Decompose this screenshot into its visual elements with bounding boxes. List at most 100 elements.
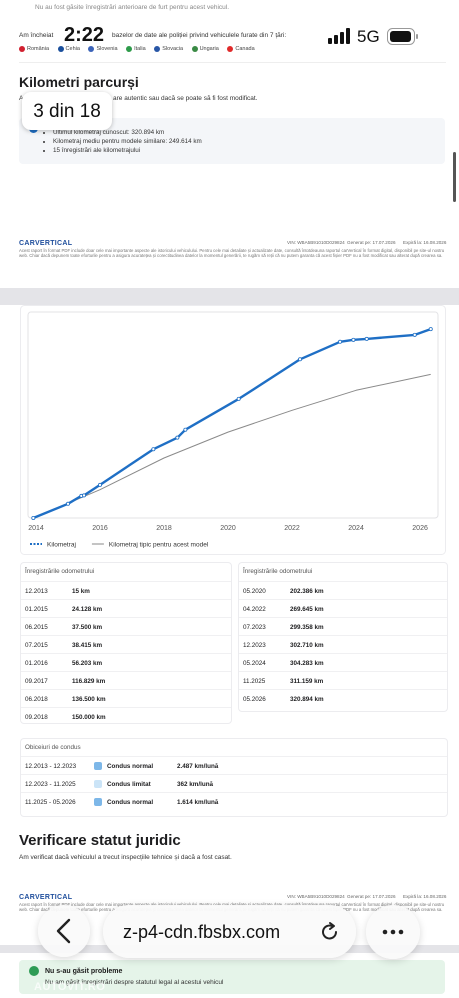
data-point: [175, 435, 180, 440]
data-point: [236, 396, 241, 401]
rate-cell: 1.614 km/lună: [177, 799, 219, 806]
data-point: [338, 339, 343, 344]
table-row: 06.2018 136.500 km: [21, 689, 231, 708]
data-point: [364, 336, 369, 341]
table-row: 12.2013 - 12.2023 Condus normal 2.487 km/l…: [21, 756, 447, 775]
table-title: Înregistrările odometrului: [25, 568, 95, 575]
summary-item: Kilometraj mediu pentru modele similare:…: [53, 137, 202, 146]
table-row: 01.2015 24.128 km: [21, 599, 231, 618]
status-text: Nu am găsit înregistrări despre statutul…: [45, 979, 224, 986]
section-intro: are autentic sau dacă se poate să fi fos…: [113, 95, 258, 102]
mileage-cell: 37.500 km: [72, 624, 103, 631]
table-row: 05.2020 202.386 km: [239, 581, 447, 600]
mileage-cell: 320.894 km: [290, 696, 324, 703]
section-title: Kilometri parcurși: [19, 74, 139, 90]
pdf-page: Nu au fost găsite înregistrări anterioar…: [0, 0, 459, 288]
plot-area: [27, 311, 439, 519]
date-cell: 12.2013: [25, 588, 48, 595]
date-cell: 05.2024: [243, 660, 266, 667]
legend-label: Kilometraj: [47, 542, 76, 549]
table-title: Obiceiuri de condus: [25, 744, 81, 751]
country: Slovacia: [162, 46, 184, 53]
mileage-cell: 150.000 km: [72, 714, 106, 721]
theft-intro: bazelor de date ale poliției privind veh…: [112, 32, 287, 39]
table-row: 07.2023 299.358 km: [239, 617, 447, 636]
section-intro: A: [19, 95, 23, 103]
period-cell: 12.2023 - 11.2025: [25, 781, 76, 788]
theft-intro: Am încheiat: [19, 32, 54, 39]
odometer-table: Înregistrările odometrului 05.2020 202.38…: [238, 562, 448, 712]
table-row: 07.2015 38.415 km: [21, 635, 231, 654]
style-cell: Condus normal: [107, 799, 154, 806]
mileage-cell: 24.128 km: [72, 606, 103, 613]
x-tick-label: 2014: [28, 525, 44, 532]
table-row: 05.2024 304.283 km: [239, 653, 447, 672]
brand: CARVERTICAL: [19, 894, 73, 901]
mileage-cell: 311.159 km: [290, 678, 324, 685]
series-line: [33, 373, 431, 519]
x-tick-label: 2020: [220, 525, 236, 532]
period-cell: 12.2013 - 12.2023: [25, 763, 77, 770]
table-row: 12.2023 - 11.2025 Condus limitat 362 km/lu…: [21, 774, 447, 793]
mileage-cell: 116.829 km: [72, 678, 106, 685]
date-cell: 09.2017: [25, 678, 48, 685]
data-point: [412, 332, 417, 337]
table-row: 11.2025 311.159 km: [239, 671, 447, 690]
x-tick-label: 2026: [412, 525, 428, 532]
mileage-chart: 2014 2016 2018 2020 2022 2024 2026 Kilometraj Ki…: [20, 305, 446, 555]
mileage-cell: 56.203 km: [72, 660, 103, 667]
data-point: [183, 427, 188, 432]
table-row: 04.2022 269.645 km: [239, 599, 447, 618]
table-row: 11.2025 - 05.2026 Condus normal 1.614 km/l…: [21, 792, 447, 811]
country-list: România Cehia Slovenia Italia Slovacia U…: [19, 46, 255, 53]
mileage-cell: 299.358 km: [290, 624, 324, 631]
mileage-cell: 304.283 km: [290, 660, 324, 667]
divider: [19, 62, 446, 63]
table-row: 01.2016 56.203 km: [21, 653, 231, 672]
status-box: Nu s-au găsit probleme Nu am găsit înreg…: [19, 960, 445, 994]
date-cell: 04.2022: [243, 606, 266, 613]
mileage-cell: 202.386 km: [290, 588, 324, 595]
expiry-date: Expiră la: 16.08.2026: [403, 240, 447, 245]
page-counter-text: 3 din 18: [33, 101, 101, 122]
generated-date: Generat pe: 17.07.2026: [347, 240, 396, 245]
driving-table: Obiceiuri de condus 12.2013 - 12.2023 Con…: [20, 738, 448, 817]
country: Cehia: [65, 46, 80, 53]
date-cell: 05.2026: [243, 696, 266, 703]
date-cell: 01.2016: [25, 660, 48, 667]
style-swatch: [94, 762, 102, 770]
country: Canada: [235, 46, 255, 53]
reload-icon[interactable]: [319, 921, 341, 943]
table-row: 09.2017 116.829 km: [21, 671, 231, 690]
check-icon: [29, 966, 39, 976]
x-tick-label: 2016: [92, 525, 108, 532]
table-row: 09.2018 150.000 km: [21, 707, 231, 726]
country: Slovenia: [96, 46, 118, 53]
mileage-cell: 136.500 km: [72, 696, 106, 703]
back-button[interactable]: [38, 905, 90, 957]
menu-button[interactable]: [366, 905, 420, 959]
country: Italia: [134, 46, 146, 53]
address-bar[interactable]: z-p4-cdn.fbsbx.com: [103, 905, 356, 958]
url: z-p4-cdn.fbsbx.com: [123, 922, 281, 942]
date-cell: 07.2023: [243, 624, 266, 631]
date-cell: 05.2020: [243, 588, 266, 595]
x-tick-label: 2024: [348, 525, 364, 532]
summary-item: 15 înregistrări ale kilometrajului: [53, 146, 202, 155]
section-title: Verificare statut juridic: [19, 832, 181, 849]
style-cell: Condus limitat: [107, 781, 151, 788]
date-cell: 06.2018: [25, 696, 48, 703]
rate-cell: 2.487 km/lună: [177, 763, 219, 770]
date-cell: 11.2025: [243, 678, 266, 685]
x-tick-label: 2022: [284, 525, 300, 532]
disclaimer: Acest raport în format PDF include doar …: [19, 248, 445, 259]
data-point: [351, 337, 356, 342]
style-swatch: [94, 780, 102, 788]
network: 5G: [357, 27, 380, 46]
page-counter: 3 din 18: [22, 92, 112, 130]
mileage-cell: 38.415 km: [72, 642, 103, 649]
table-row: 12.2023 302.710 km: [239, 635, 447, 654]
vin: VIN: WBA5B91010D029824: [287, 894, 345, 899]
table-row: 12.2013 15 km: [21, 581, 231, 600]
data-point: [151, 447, 156, 452]
